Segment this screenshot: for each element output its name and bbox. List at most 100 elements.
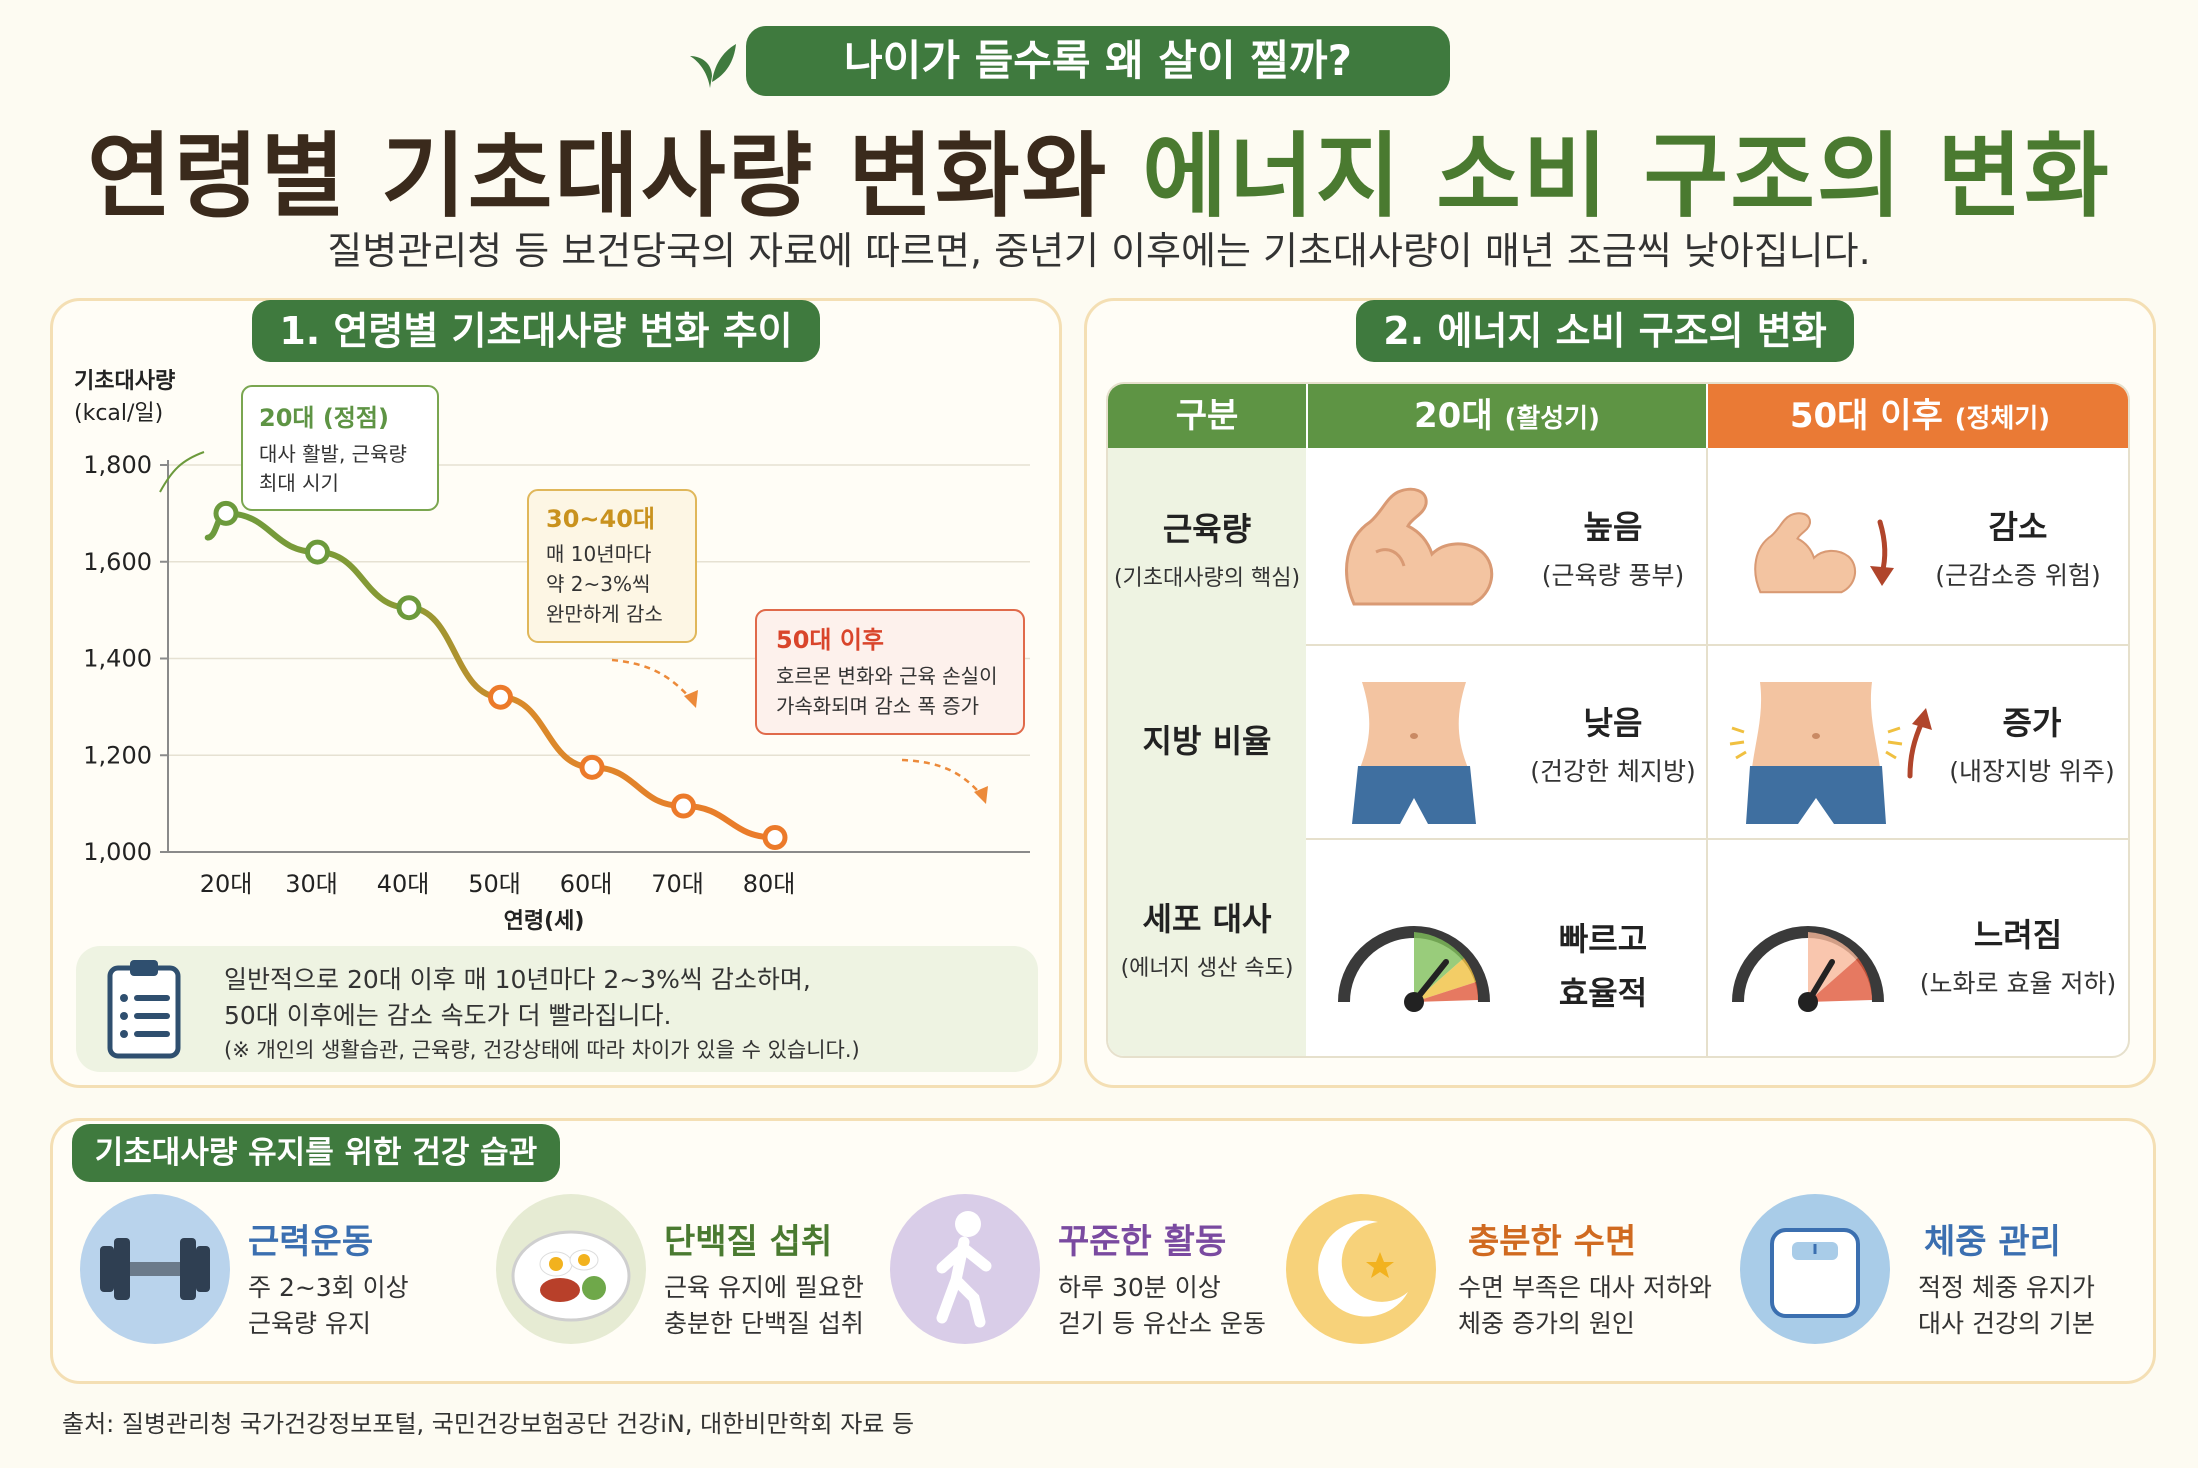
down-arrow-icon [1870, 519, 1894, 586]
habit-desc-line: 하루 30분 이상 [1058, 1273, 1221, 1302]
speedometer-fast-icon [1338, 926, 1490, 1012]
fat-20s-sub: (건강한 체지방) [1530, 757, 1696, 786]
comparison-table: 구분 20대 (활성기) 50대 이후 (정체기) 근육량 (기초대사량의 핵심)… [1106, 382, 2130, 1058]
habit-desc-line: 근육량 유지 [248, 1309, 371, 1338]
row-label-sub: (에너지 생산 속도) [1120, 956, 1294, 981]
header-badge: 나이가 들수록 왜 살이 찔까? [746, 26, 1450, 96]
metabolism-50s-text: 느려짐 (노화로 효율 저하) [1908, 910, 2128, 1000]
data-point [671, 793, 696, 819]
fat-20s-text: 낮음 (건강한 체지방) [1518, 698, 1708, 788]
header-category: 구분 [1108, 384, 1306, 448]
moon-icon [1286, 1194, 1436, 1344]
annotation2-arrowhead [684, 690, 698, 708]
row-label-metabolism: 세포 대사 (에너지 생산 속도) [1108, 838, 1306, 1056]
y-tick-label: 1,200 [83, 741, 152, 769]
annotation2-line1: 매 10년마다 [546, 542, 651, 566]
header-20s-main: 20대 [1414, 396, 1493, 436]
header-50s-main: 50대 이후 [1789, 396, 1943, 436]
fat-50s-sub: (내장지방 위주) [1949, 757, 2115, 786]
header-20s-sub: (활성기) [1504, 404, 1600, 434]
annotation1-title: 20대 (정점) [259, 404, 389, 432]
y-tick-label: 1,600 [83, 548, 152, 576]
habit-desc-line: 수면 부족은 대사 저하와 [1458, 1273, 1712, 1302]
row-label-muscle: 근육량 (기초대사량의 핵심) [1108, 448, 1306, 644]
data-point [762, 824, 788, 850]
data-point [305, 539, 330, 565]
habit-desc-line: 주 2~3회 이상 [248, 1273, 409, 1302]
muscle-50s-main: 감소 [1988, 508, 2048, 546]
habit-desc-line: 체중 증가의 원인 [1458, 1309, 1635, 1338]
annotation-peak: 20대 (정점) 대사 활발, 근육량 최대 시기 [241, 385, 439, 511]
metabolism-20s-main: 빠르고 [1558, 920, 1648, 958]
row-label-main: 지방 비율 [1142, 722, 1272, 760]
note-line3: (※ 개인의 생활습관, 근육량, 건강상태에 따라 차이가 있을 수 있습니다… [224, 1038, 860, 1062]
data-point [213, 500, 239, 526]
scale-icon [1740, 1194, 1890, 1344]
muscle-50s-text: 감소 (근감소증 위험) [1918, 502, 2118, 592]
speedometer-slow-icon [1732, 926, 1884, 1012]
muscle-20s-text: 높음 (근육량 풍부) [1528, 502, 1698, 592]
metabolism-20s-sub: 효율적 [1558, 974, 1648, 1012]
y-tick-label: 1,400 [83, 645, 152, 673]
bmr-line-chart: 기초대사량 (kcal/일) 1,800 1,600 1,400 1,200 1,000… [74, 369, 1030, 934]
annotation3-line1: 호르몬 변화와 근육 손실이 [776, 664, 997, 688]
row-label-main: 세포 대사 [1142, 900, 1272, 938]
habit-desc-line: 걷기 등 유산소 운동 [1058, 1309, 1266, 1338]
annotation1-line1: 대사 활발, 근육량 [259, 442, 407, 466]
x-tick-label: 30대 [285, 870, 338, 898]
y-axis-label-line1: 기초대사량 [74, 369, 175, 394]
dumbbell-icon [80, 1194, 230, 1344]
y-tick-label: 1,800 [83, 451, 152, 479]
x-tick-label: 70대 [651, 870, 704, 898]
metabolism-50s-main: 느려짐 [1973, 916, 2063, 954]
muscle-50s-sub: (근감소증 위험) [1935, 561, 2101, 590]
header-20s: 20대 (활성기) [1306, 384, 1706, 448]
habit-desc-line: 근육 유지에 필요한 [664, 1273, 864, 1302]
annotation2-line2: 약 2~3%씩 [546, 572, 650, 596]
flexed-arm-small-icon [1754, 512, 1857, 594]
data-point [579, 754, 605, 780]
habit-desc-line: 대사 건강의 기본 [1918, 1309, 2095, 1338]
y-tick-label: 1,000 [83, 838, 152, 866]
page-subtitle: 질병관리청 등 보건당국의 자료에 따르면, 중년기 이후에는 기초대사량이 매… [327, 229, 1871, 273]
annotation-midlife: 30~40대 매 10년마다 약 2~3%씩 완만하게 감소 [527, 489, 697, 643]
annotation2-title: 30~40대 [546, 505, 655, 533]
habit-title-strength: 근력운동 [248, 1222, 374, 1262]
habit-title-activity: 꾸준한 활동 [1058, 1222, 1227, 1262]
habit-desc-line: 적정 체중 유지가 [1918, 1273, 2095, 1302]
section3-title: 기초대사량 유지를 위한 건강 습관 [72, 1124, 560, 1182]
row-label-main: 근육량 [1162, 510, 1252, 548]
habit-title-protein: 단백질 섭취 [664, 1222, 833, 1262]
page-title: 연령별 기초대사량 변화와 에너지 소비 구조의 변화 [0, 102, 2198, 235]
bmr-series-line [204, 510, 778, 841]
up-arrow-icon [1907, 708, 1932, 779]
x-tick-label: 60대 [560, 870, 613, 898]
title-accent: 에너지 소비 구조의 변화 [1142, 123, 2111, 230]
fat-20s-main: 낮음 [1583, 704, 1643, 742]
row-divider [1306, 838, 2128, 840]
column-divider [1706, 448, 1708, 1056]
row-label-sub: (기초대사량의 핵심) [1113, 566, 1301, 591]
x-tick-label: 40대 [377, 870, 430, 898]
muscle-20s-main: 높음 [1583, 508, 1643, 546]
annotation2-line3: 완만하게 감소 [546, 602, 663, 626]
header-50s: 50대 이후 (정체기) [1706, 384, 2128, 448]
habit-desc-line: 충분한 단백질 섭취 [664, 1309, 864, 1338]
clipboard-icon [107, 960, 181, 1059]
source-citation: 출처: 질병관리청 국가건강정보포털, 국민건강보험공단 건강iN, 대한비만학… [62, 1410, 915, 1438]
title-main: 연령별 기초대사량 변화와 [87, 123, 1143, 230]
walking-person-icon [890, 1194, 1040, 1344]
data-point [396, 595, 422, 621]
metabolism-50s-sub: (노화로 효율 저하) [1919, 969, 2117, 998]
header-50s-sub: (정체기) [1954, 404, 2051, 434]
flexed-arm-icon [1345, 487, 1494, 606]
data-point [488, 684, 513, 710]
annotation1-connector [159, 451, 205, 493]
annotation2-arrow [611, 658, 695, 703]
annotation-after50: 50대 이후 호르몬 변화와 근육 손실이 가속화되며 감소 폭 증가 [755, 609, 1025, 735]
fat-50s-text: 증가 (내장지방 위주) [1932, 698, 2128, 788]
section1-title: 1. 연령별 기초대사량 변화 추이 [252, 300, 820, 362]
habit-title-sleep: 충분한 수면 [1468, 1222, 1637, 1262]
